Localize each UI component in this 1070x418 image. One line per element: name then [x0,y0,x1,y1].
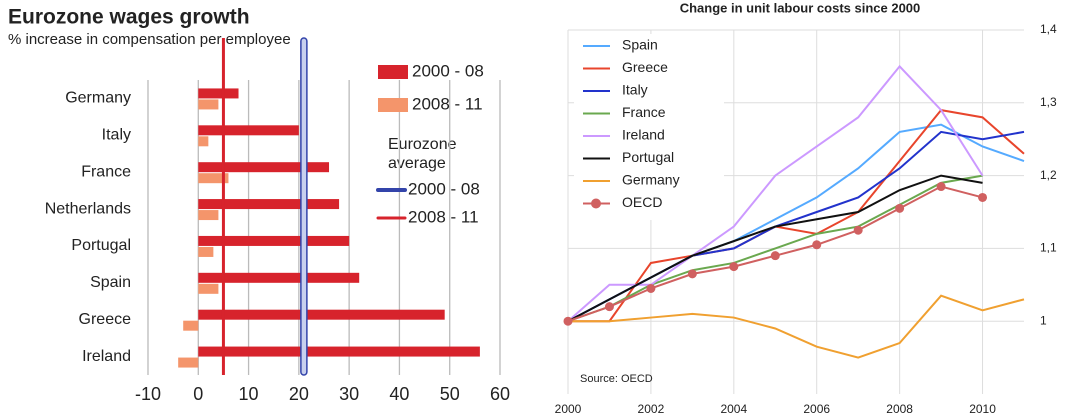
chart-subtitle: % increase in compensation per employee [8,31,291,48]
bar [178,357,199,368]
x-tick-label: 2000 [555,402,582,416]
chart-title: Change in unit labour costs since 2000 [680,0,921,15]
marker [604,302,614,312]
legend-label: Spain [622,37,658,53]
legend-box [574,34,724,220]
bar [198,309,445,320]
y-tick-label: France [81,163,131,180]
marker [770,251,780,261]
marker [729,262,739,272]
marker [895,203,905,213]
x-tick-label: 2004 [720,402,747,416]
y-tick-label: Italy [102,127,131,144]
y-tick-label: Ireland [82,348,131,365]
reference-line [300,37,308,376]
bar [198,272,360,283]
bar [198,88,239,99]
marker [936,182,946,192]
y-tick-label: 1,1 [1040,241,1057,255]
x-tick-label: -10 [135,384,161,404]
x-tick-label: 2006 [803,402,830,416]
line [567,174,983,323]
legend-label: 2008 - 11 [408,207,479,226]
y-tick-label: 1 [1040,313,1047,327]
x-tick-label: 40 [389,384,409,404]
bar [198,210,219,221]
legend-label: Portugal [622,149,674,165]
legend-label: 2000 - 08 [408,179,480,198]
legend-marker [591,198,601,209]
x-tick-label: 10 [239,384,259,404]
legend-heading-box: Eurozone average [388,136,457,172]
legend-label: France [622,104,666,120]
legend-label: Italy [622,82,648,98]
bar [198,246,214,257]
marker [812,240,822,250]
bar [183,320,199,331]
y-tick-label: Portugal [71,237,131,254]
legend-label: Ireland [622,127,665,143]
y-tick-label: Spain [90,274,131,291]
x-tick-label: 2010 [969,402,996,416]
x-tick-label: 60 [490,384,510,404]
legend-label: 2008 - 11 [412,94,483,113]
line [567,174,983,323]
bar [198,283,219,294]
y-tick-label: 1,2 [1040,168,1057,182]
legend-label: 2000 - 08 [412,61,484,80]
marker [978,192,988,202]
bar [198,173,229,184]
legend-label: Greece [622,59,668,75]
marker [646,283,656,293]
legend-label: OECD [622,194,662,210]
y-tick-label: Netherlands [45,200,131,217]
marker [687,269,697,279]
bar [198,136,209,147]
bar [198,199,340,210]
x-tick-label: 50 [440,384,460,404]
legend-label: Germany [622,172,680,188]
y-tick-label: Greece [79,311,132,328]
legend-swatch [378,65,408,79]
legend-swatch [378,98,408,112]
x-tick-label: 2002 [638,402,665,416]
bar [198,99,219,110]
marker [563,316,573,326]
y-tick-label: 1,4 [1040,22,1057,36]
bar [198,235,350,246]
marker [853,225,863,235]
bar [198,346,480,357]
x-tick-label: 0 [193,384,203,404]
x-tick-label: 2008 [886,402,913,416]
bar [198,162,330,173]
annotation: Source: OECD [580,373,653,385]
line [568,294,1025,359]
legend-heading: Eurozone average [388,136,457,172]
x-tick-label: 30 [339,384,359,404]
chart-title: Eurozone wages growth [8,6,250,29]
x-tick-label: 20 [289,384,309,404]
line [568,108,1025,323]
y-tick-label: 1,3 [1040,95,1057,109]
y-tick-label: Germany [65,90,131,107]
bar [198,125,299,136]
